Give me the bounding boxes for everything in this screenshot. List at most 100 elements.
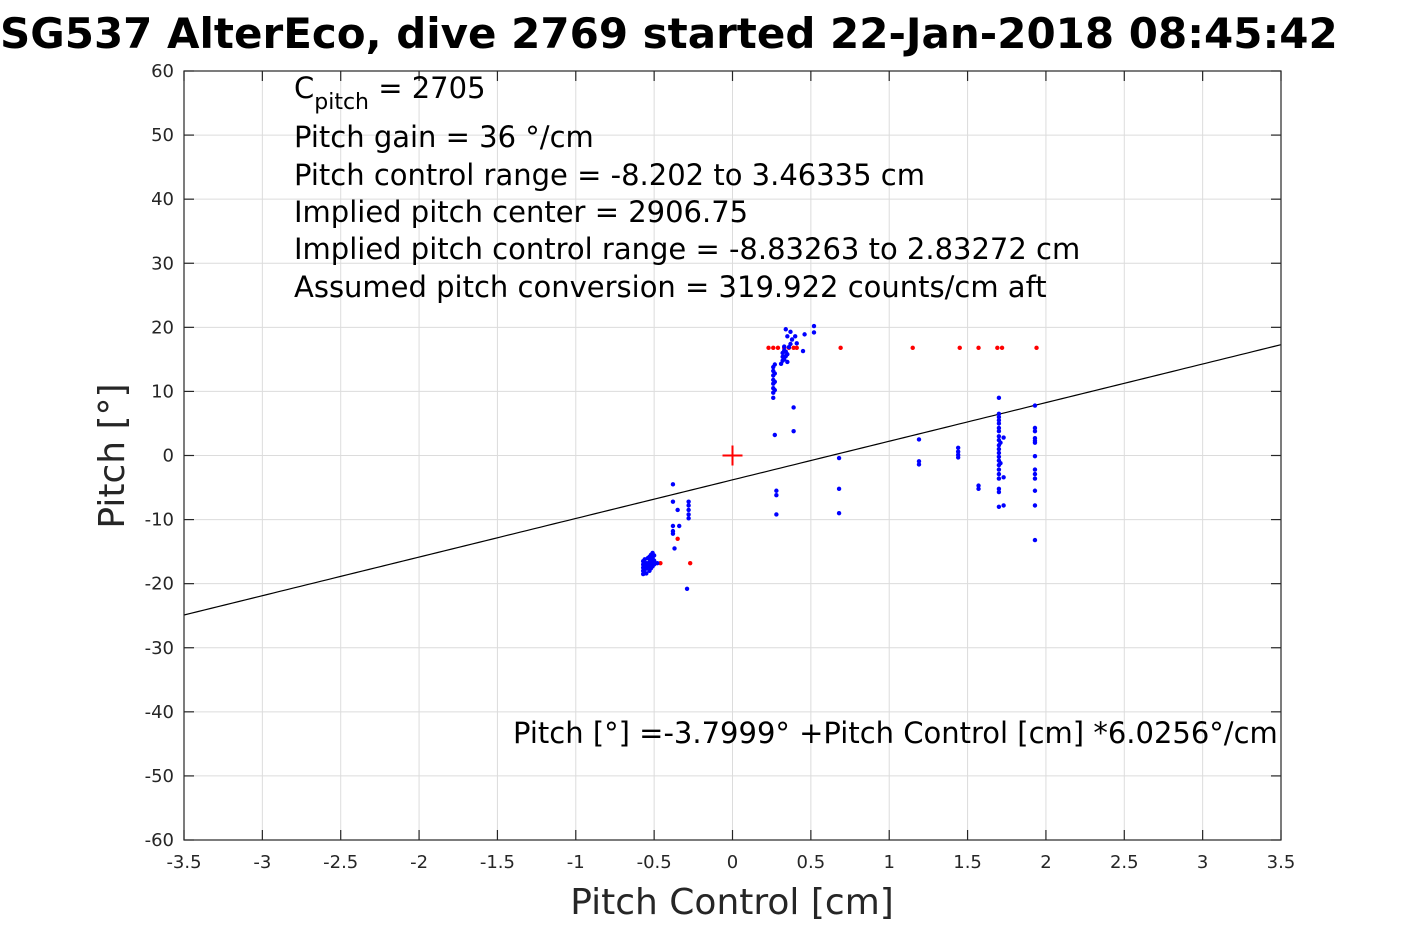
blue-data-point <box>772 362 778 367</box>
blue-data-point <box>677 523 682 529</box>
blue-data-point <box>955 455 961 460</box>
blue-data-point <box>771 395 776 401</box>
blue-data-point <box>772 371 778 376</box>
blue-data-point <box>782 344 787 349</box>
cpitch-value: = 2705 <box>369 71 486 105</box>
cpitch-subscript: pitch <box>314 90 369 115</box>
blue-data-point <box>998 440 1003 445</box>
blue-data-point <box>1032 467 1038 472</box>
blue-data-point <box>996 411 1002 417</box>
y-tick-label: 40 <box>151 189 174 210</box>
blue-data-point <box>686 503 691 508</box>
blue-data-point <box>774 493 779 498</box>
x-tick-label: -3 <box>253 852 271 873</box>
blue-data-point <box>794 341 799 346</box>
annotation-cpitch: Cpitch = 2705 <box>294 71 486 115</box>
blue-data-point <box>996 395 1002 401</box>
x-tick-label: -1 <box>567 852 585 873</box>
x-tick-label: 1 <box>883 852 894 873</box>
red-data-point <box>766 345 771 351</box>
red-data-point <box>838 345 843 351</box>
x-tick-labels: -3.5 -3 -2.5 -2 -1.5 -1 -0.5 0 0.5 1 1.5 2 2.5 3 3.5 <box>166 852 1295 873</box>
blue-data-point <box>785 359 790 365</box>
x-tick-label: -2.5 <box>323 852 358 873</box>
blue-data-point <box>916 462 922 467</box>
annotation-implied-pitch-center: Implied pitch center = 2906.75 <box>294 195 748 229</box>
red-data-point <box>957 345 962 351</box>
blue-data-point <box>670 531 676 536</box>
blue-data-point <box>836 510 842 516</box>
blue-data-point <box>686 516 691 521</box>
plot-area: -3.5 -3 -2.5 -2 -1.5 -1 -0.5 0 0.5 1 1.5 2 2.5 3 3.5 -… <box>145 61 1296 873</box>
blue-data-point <box>772 432 778 438</box>
blue-data-point <box>651 553 657 558</box>
blue-data-point <box>996 504 1002 509</box>
x-tick-label: -2 <box>410 852 428 873</box>
y-tick-label: 0 <box>163 446 174 467</box>
blue-data-point <box>772 379 778 384</box>
fit-line <box>183 344 1282 616</box>
blue-data-point <box>811 323 817 329</box>
red-data-point <box>1034 345 1039 351</box>
blue-data-point <box>670 523 676 529</box>
blue-data-point <box>1032 488 1038 493</box>
blue-data-point <box>976 483 981 488</box>
red-data-point <box>910 345 915 351</box>
blue-data-point <box>774 488 779 493</box>
x-axis-label: Pitch Control [cm] <box>570 882 894 923</box>
blue-data-point <box>789 337 795 342</box>
tick-marks <box>183 70 1282 841</box>
blue-data-point <box>836 486 842 492</box>
annotation-pitch-control-range: Pitch control range = -8.202 to 3.46335 … <box>294 158 925 192</box>
y-tick-label: -50 <box>145 766 174 787</box>
red-data-point <box>658 560 663 566</box>
blue-data-point <box>1032 425 1038 431</box>
red-data-point <box>999 345 1005 351</box>
blue-data-point <box>996 428 1002 434</box>
red-data-point <box>687 560 693 566</box>
blue-data-point <box>1032 403 1038 408</box>
y-tick-label: 60 <box>151 61 174 82</box>
blue-data-point <box>996 454 1002 459</box>
x-tick-label: 3 <box>1197 852 1208 873</box>
y-tick-label: -40 <box>145 702 174 723</box>
blue-data-point <box>686 512 691 517</box>
blue-data-point <box>996 434 1002 439</box>
blue-data-point <box>788 329 793 335</box>
blue-data-point <box>955 445 961 451</box>
blue-data-point <box>1001 475 1006 480</box>
blue-data-point <box>996 486 1002 492</box>
y-tick-label: -30 <box>145 638 174 659</box>
x-tick-label: -0.5 <box>637 852 672 873</box>
blue-data-point <box>1032 537 1038 543</box>
blue-data-point <box>996 467 1002 472</box>
blue-data-point <box>672 546 677 551</box>
blue-data-point <box>836 455 842 461</box>
blue-point-series <box>640 323 1038 591</box>
annotation-block: Cpitch = 2705 Pitch gain = 36 °/cm Pitch… <box>294 71 1278 750</box>
blue-data-point <box>996 489 1002 495</box>
x-tick-label: 0.5 <box>797 852 826 873</box>
x-tick-label: 2.5 <box>1110 852 1139 873</box>
y-tick-label: -60 <box>145 830 174 851</box>
y-tick-label: 50 <box>151 125 174 146</box>
blue-data-point <box>800 348 806 354</box>
y-axis-label: Pitch [°] <box>92 383 133 528</box>
blue-data-point <box>811 330 817 335</box>
blue-data-point <box>1001 435 1006 440</box>
blue-data-point <box>785 334 790 339</box>
annotation-pitch-conversion: Assumed pitch conversion = 319.922 count… <box>294 270 1047 304</box>
y-tick-label: 10 <box>151 381 174 402</box>
center-marker-group <box>722 445 743 466</box>
blue-data-point <box>996 425 1002 431</box>
blue-data-point <box>996 476 1002 481</box>
blue-data-point <box>1032 453 1038 459</box>
blue-data-point <box>996 414 1002 420</box>
blue-data-point <box>791 405 796 410</box>
blue-data-point <box>1032 440 1038 445</box>
y-tick-label: 30 <box>151 253 174 274</box>
red-data-point <box>675 536 680 542</box>
x-tick-label: 3.5 <box>1267 852 1296 873</box>
x-tick-label: 1.5 <box>953 852 982 873</box>
blue-data-point <box>916 437 922 442</box>
